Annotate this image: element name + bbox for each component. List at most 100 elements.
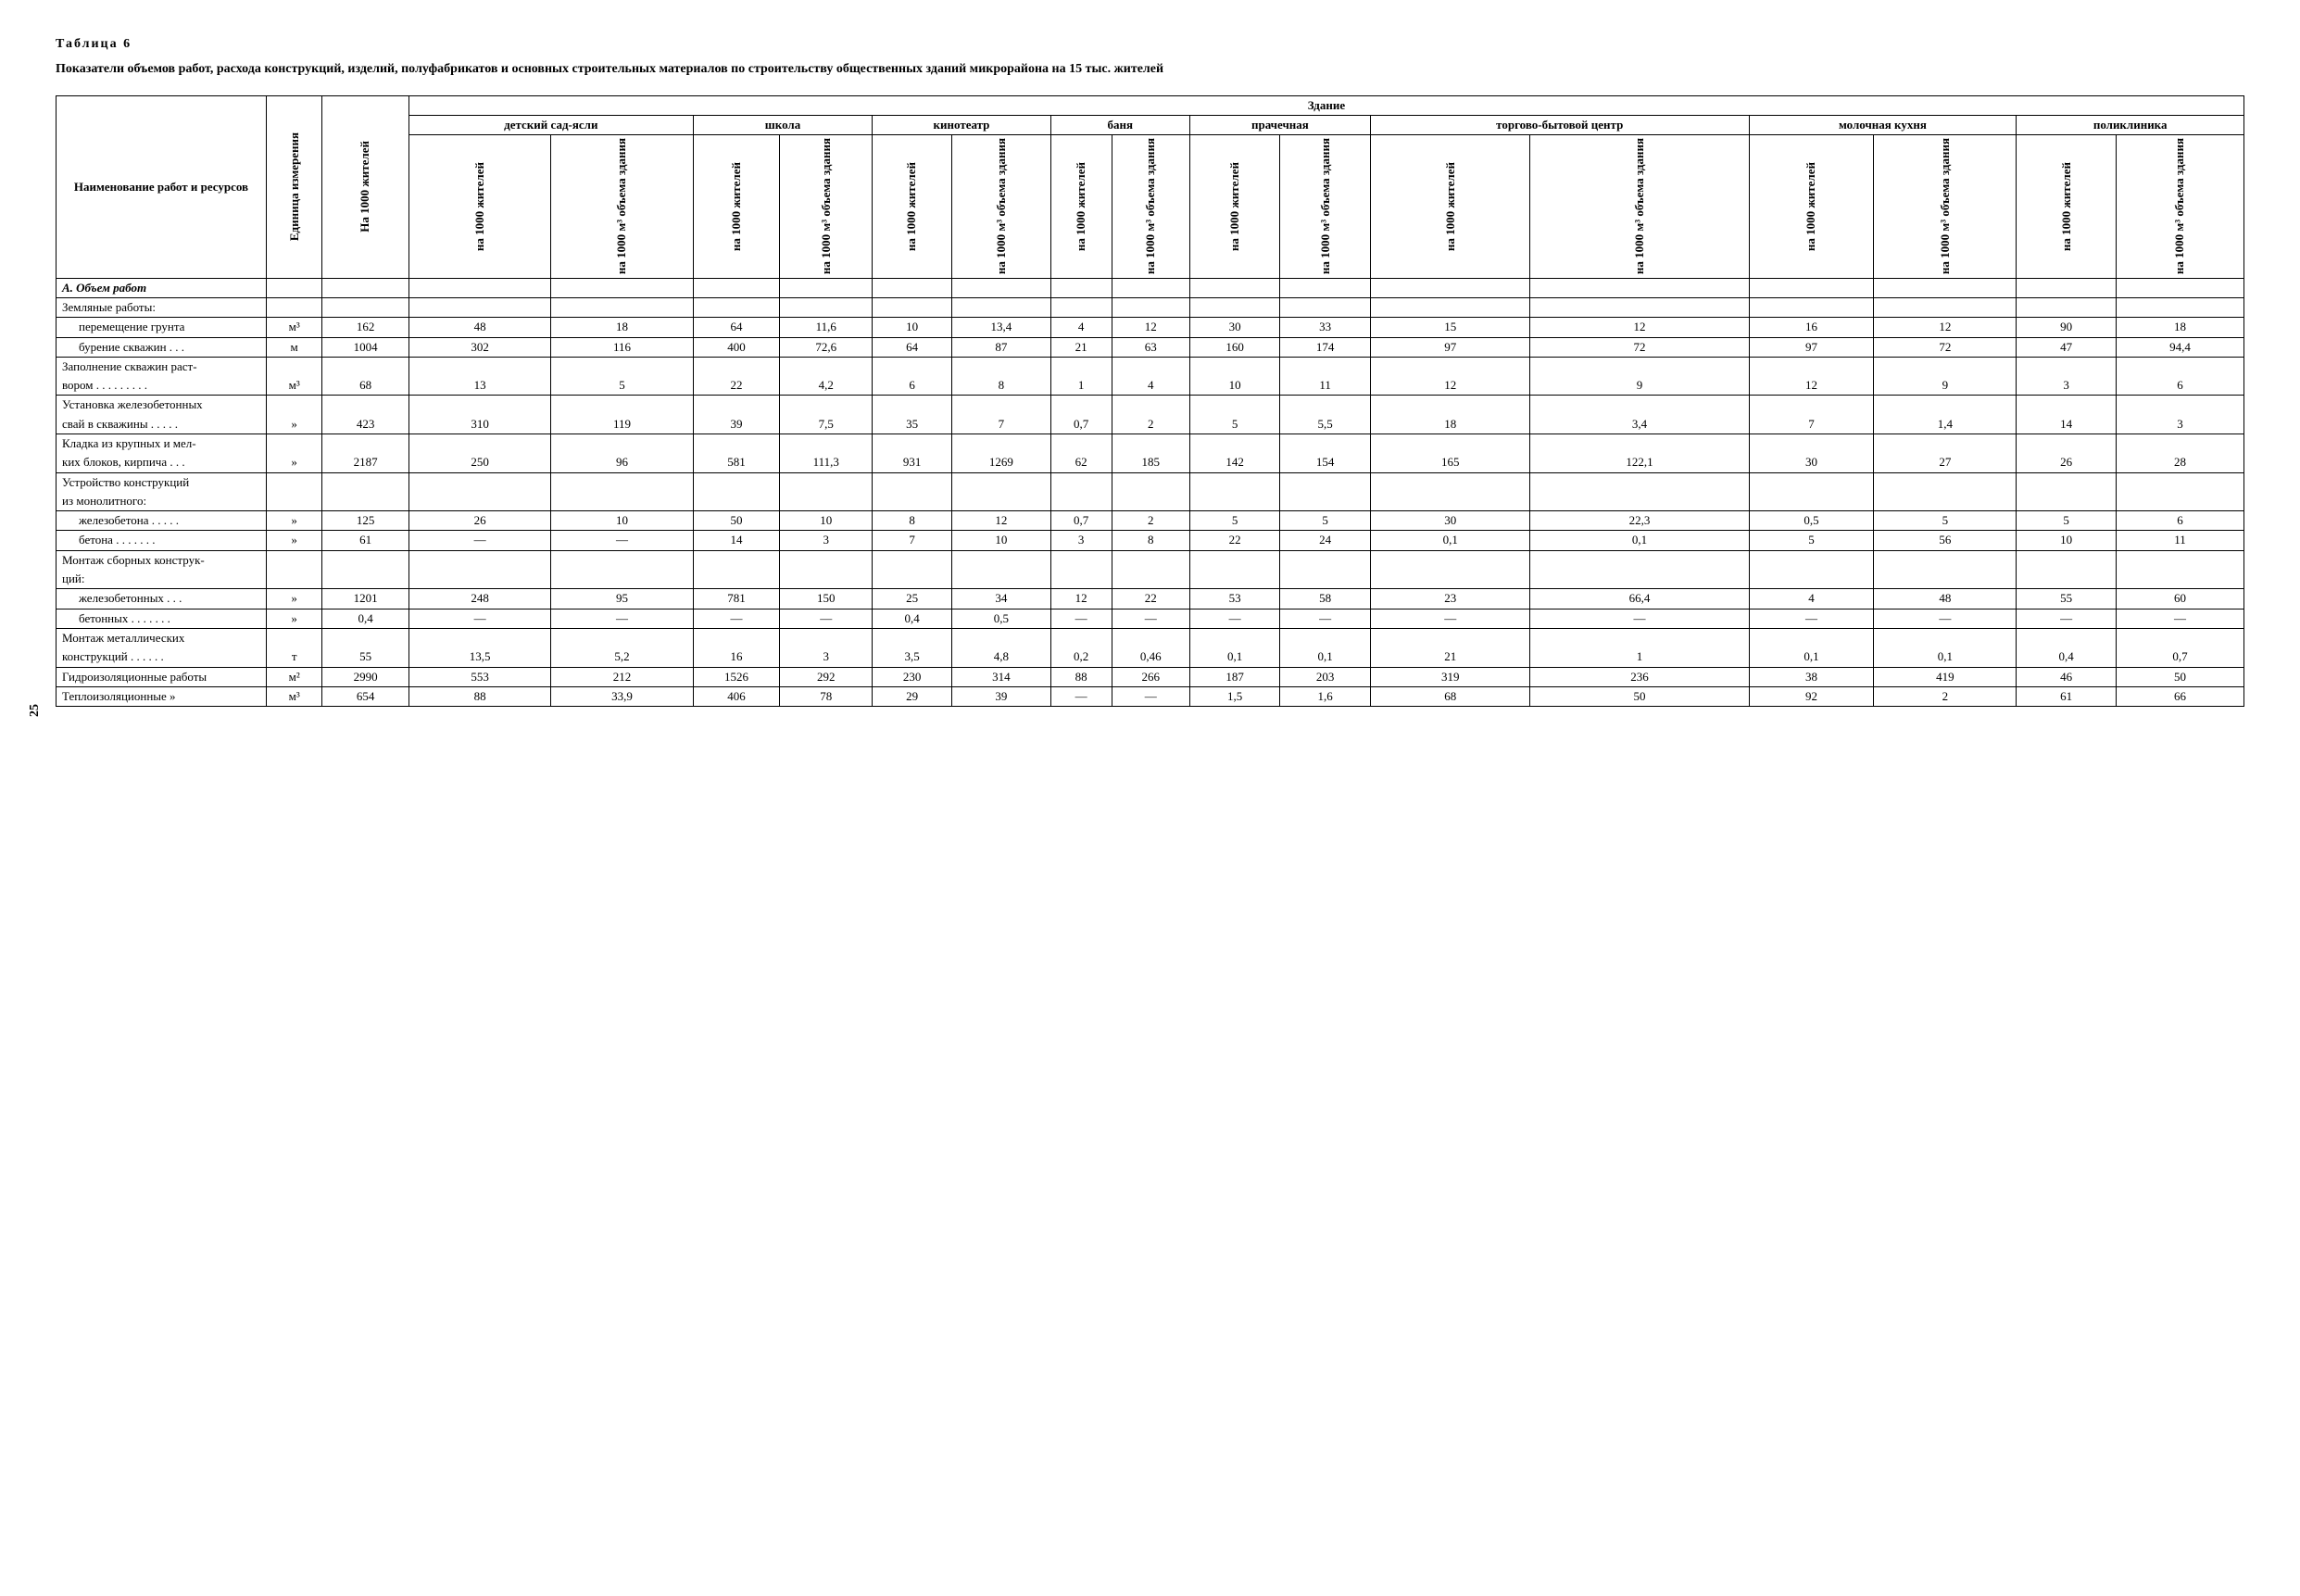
cell: 22,3	[1530, 511, 1749, 531]
row-total	[322, 472, 409, 492]
cell: —	[1749, 609, 1874, 628]
cell: —	[780, 609, 873, 628]
row-name: ций:	[57, 570, 267, 589]
cell: 66	[2116, 686, 2243, 706]
cell	[1874, 550, 2017, 570]
cell	[1530, 357, 1749, 376]
row-name: Установка железобетонных	[57, 396, 267, 415]
row-name: Кладка из крупных и мел-	[57, 434, 267, 453]
row-unit	[267, 628, 322, 647]
cell	[1189, 628, 1280, 647]
row-total: 68	[322, 376, 409, 396]
cell	[1280, 396, 1371, 415]
row-unit: »	[267, 511, 322, 531]
cell	[1050, 297, 1112, 317]
cell: 7	[951, 415, 1050, 434]
cell: 0,46	[1112, 647, 1189, 667]
cell: 1	[1530, 647, 1749, 667]
cell	[951, 550, 1050, 570]
cell: 63	[1112, 337, 1189, 357]
cell	[1112, 492, 1189, 511]
cell	[780, 297, 873, 317]
cell	[1112, 297, 1189, 317]
cell	[551, 472, 693, 492]
cell	[1280, 550, 1371, 570]
cell	[2017, 628, 2117, 647]
cell: 90	[2017, 318, 2117, 337]
cell	[1189, 434, 1280, 453]
cell	[1050, 628, 1112, 647]
cell: 2	[1112, 415, 1189, 434]
cell	[1050, 396, 1112, 415]
cell	[873, 570, 952, 589]
cell: 14	[693, 531, 780, 550]
cell	[1874, 492, 2017, 511]
cell	[408, 550, 550, 570]
subcol-a: на 1000 жителей	[873, 135, 952, 278]
row-name: железобетона . . . . .	[57, 511, 267, 531]
cell	[1530, 472, 1749, 492]
cell: 406	[693, 686, 780, 706]
cell	[2017, 396, 2117, 415]
cell: 6	[2116, 511, 2243, 531]
cell: 58	[1280, 589, 1371, 609]
col-name: Наименование работ и ресурсов	[57, 95, 267, 278]
row-total: 61	[322, 531, 409, 550]
cell: —	[1280, 609, 1371, 628]
row-name: Заполнение скважин раст-	[57, 357, 267, 376]
row-total	[322, 396, 409, 415]
cell: 0,1	[1189, 647, 1280, 667]
row-name: бетонных . . . . . . .	[57, 609, 267, 628]
cell	[873, 434, 952, 453]
row-total: 0,4	[322, 609, 409, 628]
cell: —	[408, 531, 550, 550]
cell: 46	[2017, 667, 2117, 686]
row-unit	[267, 396, 322, 415]
cell	[408, 396, 550, 415]
cell: 8	[873, 511, 952, 531]
cell: 95	[551, 589, 693, 609]
cell: 5,2	[551, 647, 693, 667]
subcol-b: на 1000 м³ объема здания	[951, 135, 1050, 278]
cell: 5	[1749, 531, 1874, 550]
subcol-b: на 1000 м³ объема здания	[1530, 135, 1749, 278]
cell	[1749, 550, 1874, 570]
cell: 13	[408, 376, 550, 396]
row-unit	[267, 492, 322, 511]
cell	[2017, 570, 2117, 589]
cell: 27	[1874, 453, 2017, 472]
cell	[693, 570, 780, 589]
cell: 87	[951, 337, 1050, 357]
cell: 53	[1189, 589, 1280, 609]
cell	[1112, 434, 1189, 453]
cell: 0,2	[1050, 647, 1112, 667]
cell: 8	[951, 376, 1050, 396]
row-total: 423	[322, 415, 409, 434]
cell	[551, 570, 693, 589]
cell: 68	[1370, 686, 1530, 706]
cell: 12	[1112, 318, 1189, 337]
row-name: железобетонных . . .	[57, 589, 267, 609]
row-name: Монтаж сборных конструк-	[57, 550, 267, 570]
cell: 5	[1874, 511, 2017, 531]
cell	[693, 434, 780, 453]
cell: 97	[1370, 337, 1530, 357]
cell	[873, 472, 952, 492]
cell: 314	[951, 667, 1050, 686]
cell	[1112, 396, 1189, 415]
subcol-a: на 1000 жителей	[1050, 135, 1112, 278]
cell	[2116, 570, 2243, 589]
cell: 0,1	[1280, 647, 1371, 667]
cell: 72	[1530, 337, 1749, 357]
cell: 18	[1370, 415, 1530, 434]
cell: 0,7	[1050, 415, 1112, 434]
cell: 47	[2017, 337, 2117, 357]
cell: 16	[693, 647, 780, 667]
cell	[2116, 492, 2243, 511]
cell	[1280, 297, 1371, 317]
cell	[873, 550, 952, 570]
cell: —	[1189, 609, 1280, 628]
cell	[1749, 492, 1874, 511]
cell: 22	[1189, 531, 1280, 550]
cell: 64	[693, 318, 780, 337]
